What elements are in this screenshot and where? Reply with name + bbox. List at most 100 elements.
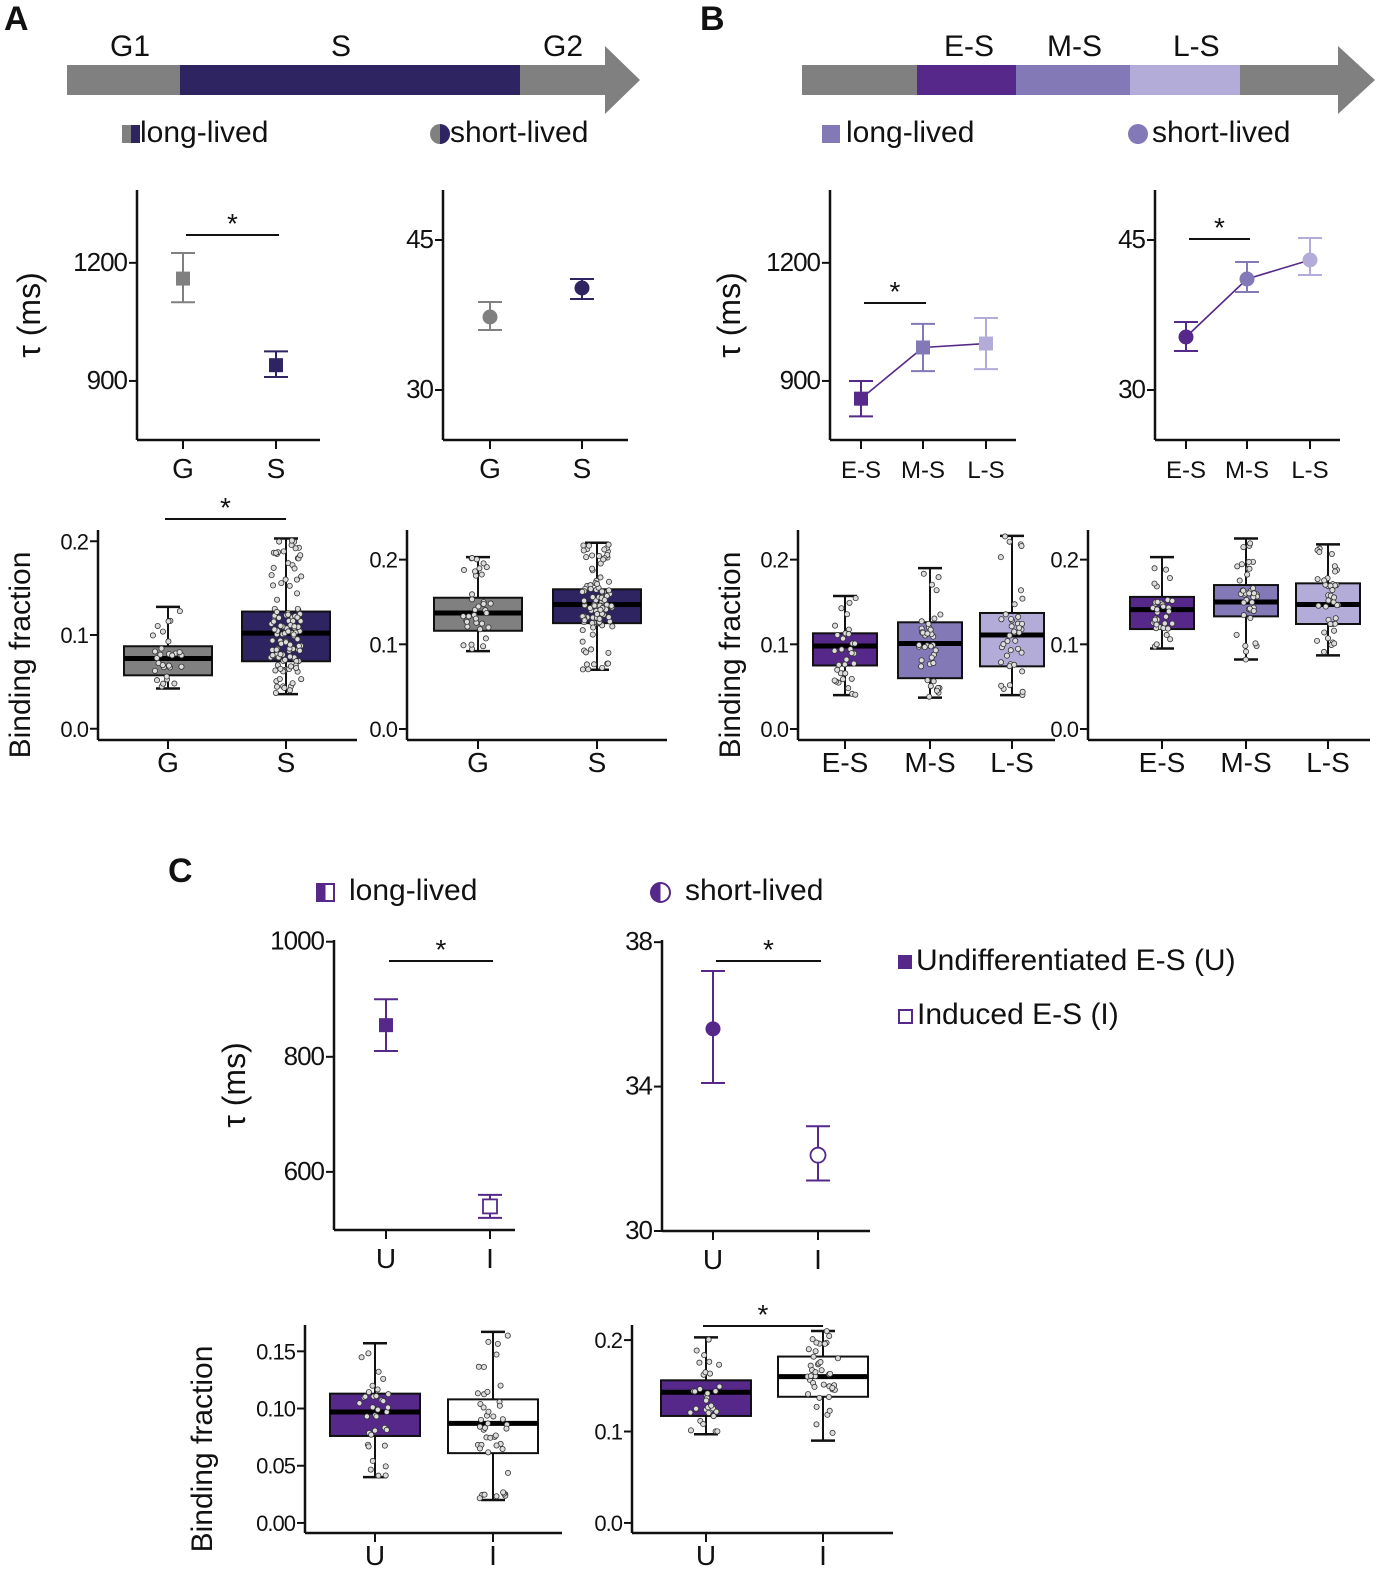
phase-label-s: S: [331, 30, 352, 63]
y-tick-label: 0.1: [60, 623, 88, 648]
data-point: [274, 683, 281, 690]
legend-short-lived-b: short-lived: [1128, 116, 1290, 150]
data-point: [476, 565, 483, 572]
y-tick-label: 1000: [270, 926, 324, 956]
circle-marker: [705, 1021, 721, 1037]
data-point: [1242, 642, 1249, 649]
data-point: [1011, 628, 1018, 635]
data-point: [579, 588, 586, 595]
data-point: [579, 666, 586, 673]
data-point: [373, 1413, 380, 1420]
data-point: [1153, 621, 1160, 628]
data-point: [1247, 540, 1254, 547]
data-point: [589, 631, 596, 638]
data-point: [850, 660, 857, 667]
data-point: [589, 552, 596, 559]
x-tick-label: U: [365, 1540, 385, 1571]
x-tick-label: G: [172, 453, 194, 484]
data-point: [384, 1404, 391, 1411]
marker-M-S: [1235, 261, 1259, 293]
data-point: [579, 638, 586, 645]
data-point: [839, 676, 846, 683]
x-tick-label: G: [157, 747, 179, 778]
data-point: [268, 572, 275, 579]
y-tick-label: 0.0: [1050, 717, 1078, 742]
data-point: [925, 620, 932, 627]
data-point: [369, 1404, 376, 1411]
y-tick-label: 1200: [766, 247, 820, 277]
data-point: [997, 554, 1004, 561]
es-segment: [917, 65, 1017, 95]
data-point: [1169, 597, 1176, 604]
box-M-S: [897, 566, 963, 700]
data-point: [1163, 566, 1170, 573]
data-point: [1166, 574, 1173, 581]
significance-star: *: [758, 1299, 769, 1330]
data-point: [932, 647, 939, 654]
data-point: [687, 1409, 694, 1416]
y-tick-label: 0.05: [256, 1454, 296, 1479]
x-tick-label: I: [486, 1243, 494, 1274]
data-point: [503, 1425, 510, 1432]
data-point: [369, 1382, 376, 1389]
data-point: [292, 545, 299, 552]
data-point: [1006, 682, 1013, 689]
data-point: [293, 576, 300, 583]
data-point: [829, 1429, 836, 1436]
data-point: [461, 567, 468, 574]
data-point: [151, 667, 158, 674]
data-point: [845, 685, 852, 692]
x-tick-label: E-S: [822, 747, 869, 778]
data-point: [367, 1466, 374, 1473]
legend-label: short-lived: [450, 116, 589, 149]
data-point: [1243, 648, 1250, 655]
data-point: [605, 649, 612, 656]
data-point: [1322, 603, 1329, 610]
data-point: [1167, 636, 1174, 643]
data-point: [381, 1442, 388, 1449]
phase-label-ms: M-S: [1047, 30, 1102, 63]
data-point: [276, 675, 283, 682]
box-M-S: [1213, 537, 1279, 663]
marker-U: [374, 998, 398, 1053]
significance-star: *: [890, 276, 901, 307]
data-point: [839, 635, 846, 642]
y-tick-label: 0.10: [256, 1397, 296, 1422]
data-point: [927, 683, 934, 690]
y-tick-label: 0.0: [369, 717, 397, 742]
phase-label-es: E-S: [944, 30, 995, 63]
data-point: [165, 638, 172, 645]
chart-panel-C-tau-long: [326, 940, 515, 1239]
x-tick-label: M-S: [904, 747, 955, 778]
square-marker: [176, 271, 190, 286]
data-point: [271, 626, 278, 633]
data-point: [469, 596, 476, 603]
y-axis-label: τ (ms): [216, 1042, 252, 1128]
data-point: [1240, 587, 1247, 594]
data-point: [288, 537, 295, 544]
hollow-square-icon: [898, 1008, 913, 1024]
data-point: [1161, 620, 1168, 627]
data-point: [1153, 641, 1160, 648]
marker-L-S: [1298, 237, 1322, 276]
data-point: [583, 554, 590, 561]
significance-star: *: [436, 934, 447, 965]
box-I: [447, 1330, 539, 1502]
data-point: [1019, 620, 1026, 627]
data-point: [374, 1386, 381, 1393]
data-point: [1015, 645, 1022, 652]
data-point: [463, 618, 470, 625]
data-point: [1321, 629, 1328, 636]
data-point: [920, 570, 927, 577]
data-point: [285, 611, 292, 618]
significance-star: *: [220, 492, 231, 523]
y-tick-label: 38: [625, 926, 652, 956]
data-point: [931, 615, 938, 622]
data-point: [472, 568, 479, 575]
y-axis-label: τ (ms): [711, 272, 747, 358]
data-point: [812, 1369, 819, 1376]
data-point: [1331, 640, 1338, 647]
data-point: [918, 663, 925, 670]
data-point: [601, 597, 608, 604]
square-marker: [482, 1198, 498, 1215]
